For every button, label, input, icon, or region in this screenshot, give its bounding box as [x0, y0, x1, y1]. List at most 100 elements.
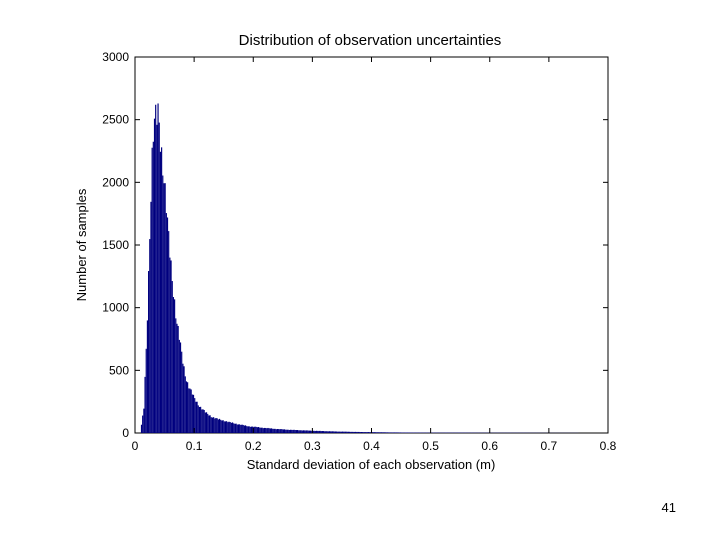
histogram-bar — [359, 432, 361, 433]
histogram-bar — [397, 432, 399, 433]
histogram-bar — [301, 430, 303, 433]
histogram-bar — [166, 217, 169, 433]
histogram-bar — [370, 432, 372, 433]
histogram-bar — [190, 389, 192, 433]
histogram-bar — [330, 431, 332, 433]
histogram-bar — [203, 409, 205, 433]
histogram-bar — [395, 432, 397, 433]
histogram-bar — [406, 432, 409, 433]
histogram-bar — [197, 405, 199, 433]
histogram-bar — [346, 431, 348, 433]
histogram-bar — [162, 175, 164, 433]
histogram-bar — [157, 103, 159, 433]
histogram-bar — [274, 428, 276, 433]
histogram-bar — [156, 124, 158, 434]
histogram-bar — [149, 239, 151, 433]
histogram-bar — [332, 431, 334, 433]
histogram-bar — [194, 398, 196, 433]
histogram-bar — [306, 430, 308, 433]
histogram-bar — [172, 297, 175, 433]
histogram-bar — [286, 429, 288, 433]
histogram-bar — [268, 428, 270, 433]
histogram-bar — [151, 147, 153, 433]
histogram-bar — [153, 118, 156, 434]
histogram-bar — [377, 432, 379, 433]
histogram-bar — [220, 419, 222, 433]
histogram-bar — [365, 432, 367, 433]
histogram-bar — [384, 432, 386, 433]
histogram-bar — [242, 424, 244, 433]
histogram-bar — [263, 427, 266, 433]
histogram-bar — [159, 151, 162, 433]
x-tick-label: 0.7 — [541, 439, 558, 453]
histogram-bar — [297, 430, 299, 433]
histogram-bar — [405, 432, 407, 433]
histogram-bar — [249, 426, 251, 433]
histogram-bar — [223, 421, 225, 433]
histogram-bar — [333, 431, 335, 433]
histogram-bar — [284, 429, 286, 433]
histogram-bar — [275, 429, 277, 433]
histogram-bar — [182, 363, 184, 433]
histogram-bar — [174, 299, 176, 433]
histogram-bar — [257, 427, 260, 433]
histogram-bar — [367, 432, 370, 433]
histogram-bar — [362, 432, 364, 433]
histogram-bar — [145, 348, 147, 433]
histogram-bar — [389, 432, 391, 433]
histogram-bar — [273, 428, 275, 433]
histogram-bar — [216, 418, 218, 433]
histogram-bar — [187, 382, 189, 433]
histogram-bar — [202, 409, 204, 433]
histogram-bar — [214, 418, 216, 433]
histogram-bar — [270, 428, 273, 433]
histogram-bar — [369, 432, 371, 433]
histogram-bar — [339, 431, 341, 433]
histogram-bar — [319, 430, 321, 433]
histogram-bar — [308, 430, 311, 433]
histogram-bar — [161, 147, 163, 433]
histogram-bar — [262, 428, 264, 433]
histogram-bar — [364, 432, 366, 433]
histogram-bar — [403, 432, 405, 433]
histogram-bar — [345, 431, 347, 433]
histogram-bar — [331, 431, 333, 433]
histogram-bar — [143, 408, 145, 433]
histogram-bar — [210, 417, 212, 433]
x-tick-label: 0.2 — [245, 439, 262, 453]
histogram-bar — [354, 431, 357, 433]
x-axis-label: Standard deviation of each observation (… — [247, 457, 496, 472]
histogram-bar — [243, 425, 245, 433]
histogram-bar — [313, 430, 315, 433]
histogram-bar — [192, 394, 195, 433]
histogram-bar — [323, 431, 325, 433]
histogram-bar — [371, 432, 373, 433]
histogram-bar — [269, 428, 271, 433]
histogram-bar — [227, 422, 229, 433]
histogram-bar — [304, 430, 306, 433]
y-tick-label: 500 — [109, 363, 129, 377]
histogram-bar — [175, 318, 177, 433]
histogram-bar — [328, 431, 331, 433]
histogram-bar — [320, 431, 322, 433]
histogram-bar — [188, 388, 190, 433]
histogram-bar — [334, 431, 337, 433]
histogram-bar — [326, 431, 328, 433]
histogram-bar — [165, 213, 167, 433]
histogram-bar — [350, 431, 352, 433]
histogram-bar — [189, 388, 191, 433]
histogram-bar — [307, 430, 309, 433]
histogram-bar — [396, 432, 398, 433]
histogram-bar — [148, 271, 150, 433]
histogram-bar — [198, 407, 201, 433]
histogram-bar — [383, 432, 385, 433]
histogram-bar — [171, 281, 173, 433]
histogram-bar — [314, 430, 316, 433]
histogram-bar — [241, 424, 243, 433]
histogram-bar — [289, 429, 292, 433]
histogram-bar — [211, 417, 214, 433]
histogram-bar — [155, 104, 157, 434]
histogram-bar — [181, 351, 183, 433]
histogram-bar — [142, 415, 144, 433]
